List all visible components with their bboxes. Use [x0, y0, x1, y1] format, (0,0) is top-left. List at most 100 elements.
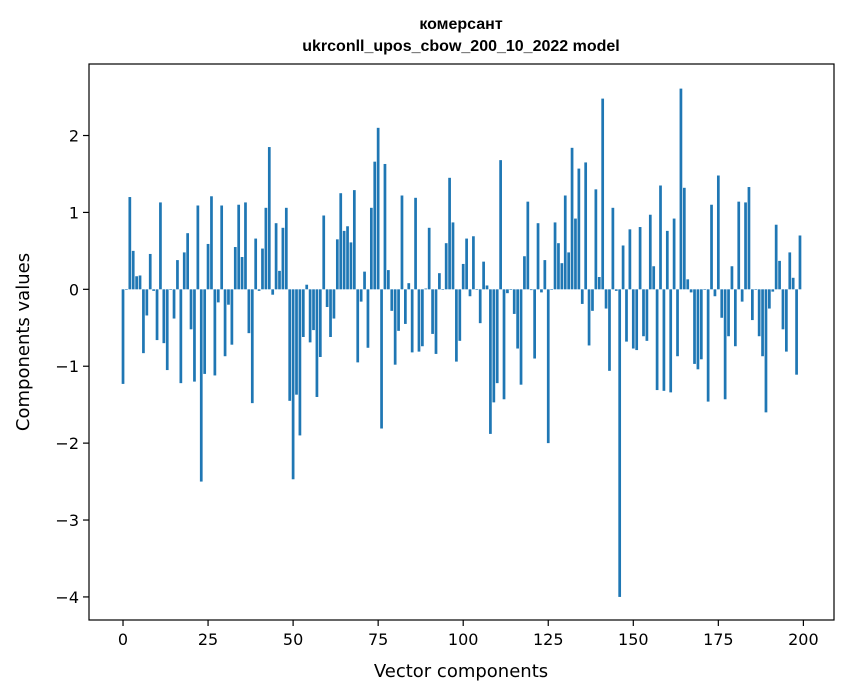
- bar: [489, 289, 492, 434]
- x-tick-label: 150: [618, 630, 649, 649]
- bar: [383, 163, 387, 290]
- bar: [625, 289, 628, 342]
- y-tick-label: 2: [69, 127, 79, 146]
- bar: [301, 289, 305, 337]
- bar: [557, 243, 560, 290]
- bar: [451, 222, 455, 290]
- bar: [155, 289, 159, 341]
- bar: [679, 88, 683, 290]
- bar: [526, 201, 530, 290]
- bar: [247, 289, 251, 334]
- bar: [393, 289, 397, 365]
- bar: [577, 168, 581, 290]
- bar: [417, 289, 421, 352]
- bar: [410, 289, 414, 353]
- bar: [492, 289, 496, 403]
- bar: [519, 289, 523, 385]
- bar: [733, 289, 737, 347]
- bar: [659, 185, 662, 290]
- bars-group: [121, 88, 802, 597]
- bar: [444, 243, 448, 290]
- bar: [366, 289, 370, 348]
- bar: [781, 289, 785, 330]
- bar: [648, 214, 652, 290]
- bar: [601, 98, 605, 290]
- bar: [254, 238, 258, 290]
- bar: [284, 207, 288, 290]
- bar: [380, 289, 383, 429]
- bar: [237, 204, 241, 290]
- bar: [274, 223, 278, 290]
- bar: [574, 218, 577, 290]
- bar: [376, 127, 380, 290]
- bar: [693, 289, 696, 364]
- bar: [223, 289, 227, 357]
- bar: [543, 260, 547, 290]
- x-tick-label: 175: [703, 630, 734, 649]
- bar: [346, 226, 349, 290]
- bar: [186, 233, 190, 290]
- bar: [182, 252, 186, 290]
- bar: [288, 289, 292, 401]
- bar: [305, 284, 309, 290]
- bar: [159, 202, 162, 290]
- x-tick-label: 0: [118, 630, 128, 649]
- bar: [431, 289, 434, 334]
- bar: [546, 289, 550, 444]
- bar: [751, 289, 754, 321]
- bar: [244, 202, 247, 290]
- plot-frame: [88, 63, 835, 621]
- bar: [213, 289, 217, 376]
- bar: [421, 289, 424, 347]
- bar: [349, 242, 353, 290]
- bar: [740, 289, 744, 302]
- bar: [662, 289, 666, 391]
- bar: [468, 289, 472, 297]
- bar: [754, 289, 758, 290]
- bar: [529, 289, 533, 291]
- bar: [628, 229, 632, 290]
- bar: [669, 289, 673, 393]
- bar: [142, 289, 145, 354]
- bar: [271, 289, 275, 295]
- bar: [584, 162, 588, 290]
- bar: [506, 289, 509, 294]
- bar: [778, 260, 781, 290]
- bar: [325, 289, 329, 308]
- y-tick-label: −2: [55, 434, 79, 453]
- bar: [257, 289, 261, 291]
- bar: [788, 252, 792, 290]
- bar: [172, 289, 176, 319]
- bar: [699, 289, 703, 360]
- bar: [509, 289, 513, 290]
- bar: [397, 289, 400, 331]
- bar: [312, 289, 315, 331]
- bar: [713, 289, 717, 297]
- bar: [261, 248, 264, 290]
- bar: [798, 235, 802, 290]
- bar: [210, 196, 213, 290]
- bar: [441, 289, 445, 290]
- bar: [757, 289, 761, 337]
- y-tick-label: −3: [55, 511, 79, 530]
- bar: [580, 289, 584, 304]
- bar: [414, 197, 417, 290]
- y-tick-label: −1: [55, 357, 79, 376]
- bar: [502, 289, 506, 400]
- bar: [335, 239, 339, 290]
- bar: [233, 247, 237, 290]
- bar: [176, 260, 179, 290]
- bar: [121, 289, 125, 384]
- bar: [230, 289, 234, 345]
- bar: [686, 279, 690, 290]
- bar: [318, 289, 322, 357]
- bar: [611, 207, 615, 290]
- bar: [404, 289, 407, 324]
- bar: [407, 283, 411, 290]
- bar: [203, 289, 207, 374]
- bar: [536, 223, 540, 290]
- bar: [533, 289, 536, 359]
- bar: [744, 202, 747, 290]
- bar: [165, 289, 169, 371]
